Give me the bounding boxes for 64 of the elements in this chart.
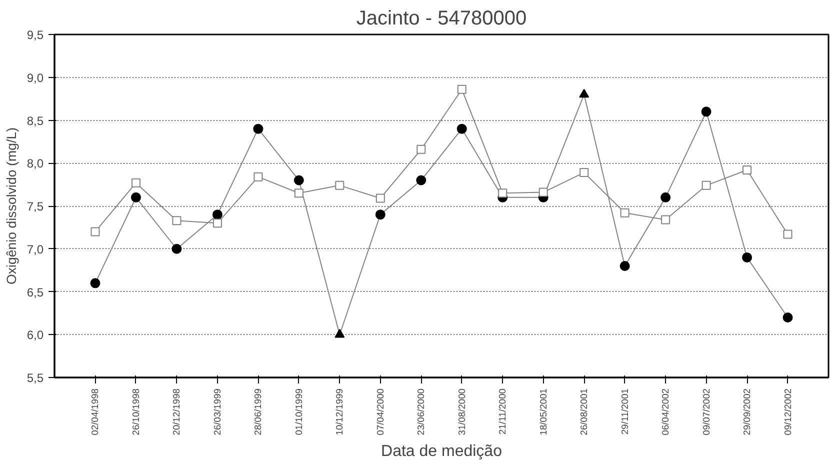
y-tick-label: 7,5: [26, 200, 44, 214]
point: [620, 208, 630, 218]
x-tick-label: 09/07/2002: [701, 388, 712, 436]
point: [416, 175, 426, 186]
y-tick-label: 5,5: [26, 371, 44, 385]
x-tick-label: 09/12/2002: [782, 388, 793, 436]
x-axis-title: Data de medição: [381, 443, 502, 460]
point: [253, 124, 264, 134]
point: [90, 278, 100, 288]
point: [660, 192, 671, 202]
point: [456, 124, 467, 134]
y-tick-label: 9,5: [26, 28, 44, 42]
point: [335, 180, 344, 190]
x-tick-label: 07/04/2000: [375, 388, 386, 436]
point: [172, 216, 182, 226]
point: [130, 192, 141, 202]
point: [172, 244, 182, 254]
y-tick-label: 7,0: [26, 242, 44, 256]
x-tick-label: 31/08/2000: [456, 388, 467, 436]
chart-title: Jacinto - 54780000: [356, 8, 527, 30]
point: [580, 168, 589, 178]
x-tick-label: 10/12/1999: [334, 388, 345, 436]
point: [375, 210, 386, 220]
x-tick-label: 26/08/2001: [579, 388, 590, 436]
point: [498, 188, 508, 198]
x-tick-label: 26/03/1999: [212, 388, 222, 436]
x-tick-label: 21/11/2000: [498, 388, 508, 434]
point: [376, 194, 385, 203]
point: [294, 188, 304, 198]
point: [538, 188, 548, 197]
x-tick-label: 28/06/1999: [253, 388, 264, 436]
point: [783, 230, 792, 239]
y-tick-label: 6,5: [26, 285, 44, 300]
x-tick-label: 20/12/1998: [172, 388, 182, 436]
x-tick-label: 18/05/2001: [538, 388, 548, 436]
point: [212, 218, 222, 228]
x-tick-label: 02/04/1998: [90, 388, 100, 436]
x-tick-label: 29/11/2001: [620, 388, 630, 434]
x-tick-label: 01/10/1999: [294, 388, 304, 436]
y-tick-label: 9,0: [26, 70, 44, 85]
point: [782, 312, 793, 322]
point: [90, 227, 100, 236]
point: [294, 175, 304, 186]
y-tick-label: 6,0: [26, 328, 44, 342]
x-tick-label: 06/04/2002: [660, 388, 671, 436]
point: [742, 252, 752, 262]
x-tick-label: 23/06/2000: [416, 388, 426, 436]
x-tick-label: 29/09/2002: [742, 388, 752, 436]
y-tick-label: 8,5: [26, 114, 44, 128]
point: [702, 180, 711, 190]
point: [212, 210, 222, 220]
point: [620, 261, 630, 272]
point: [661, 215, 670, 224]
point: [701, 106, 712, 117]
point: [457, 84, 466, 94]
point: [579, 88, 590, 98]
y-axis-title: Oxigênio dissolvido (mg/L): [4, 127, 19, 285]
point: [131, 178, 140, 188]
x-tick-label: 26/10/1998: [130, 388, 141, 436]
point: [334, 328, 345, 338]
point: [416, 144, 426, 154]
y-tick-label: 8,0: [26, 156, 44, 171]
point: [254, 172, 263, 182]
point: [742, 165, 752, 174]
